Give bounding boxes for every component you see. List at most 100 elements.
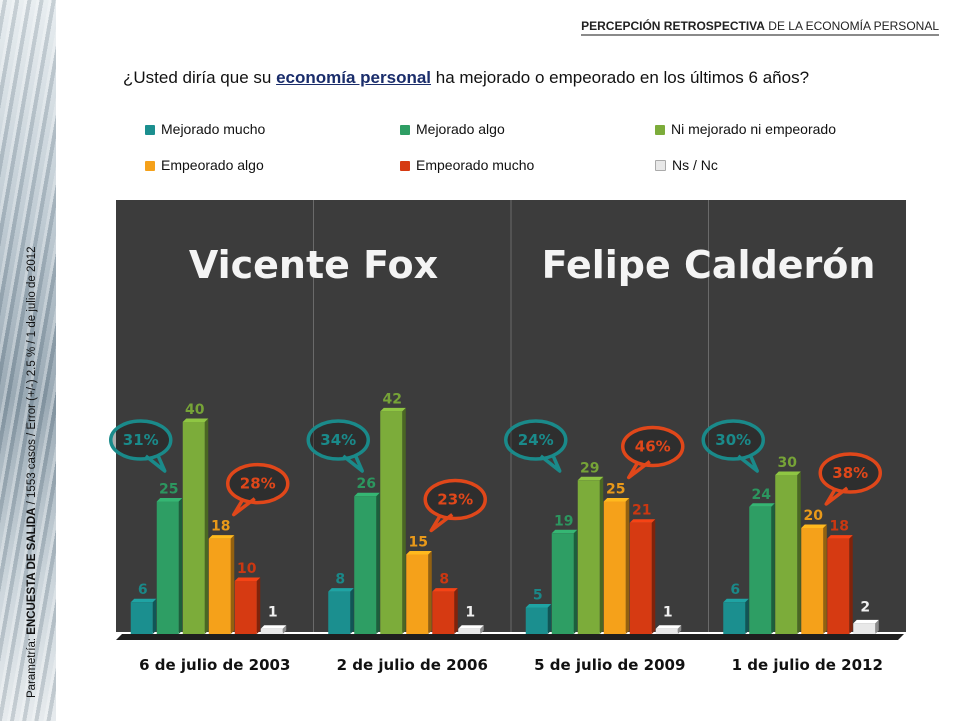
bar (130, 598, 157, 634)
bar-top (775, 471, 801, 475)
bar-front (260, 628, 283, 634)
bar-top (853, 619, 879, 624)
bar (577, 476, 604, 634)
bar (458, 625, 484, 634)
speech-bubble: 30% (701, 419, 765, 473)
bubble-tail (429, 513, 454, 533)
bar (603, 498, 630, 634)
bar (827, 535, 853, 634)
bar (723, 598, 749, 634)
bar-side (230, 535, 235, 634)
legend-label: Empeorado mucho (416, 157, 535, 173)
bar-value-label: 25 (606, 482, 625, 498)
bar-side (402, 407, 406, 634)
bar-side (573, 529, 578, 634)
bar-value-label: 30 (778, 455, 798, 471)
bar-value-label: 21 (632, 503, 651, 519)
bar-side (152, 598, 157, 634)
survey-question: ¿Usted diría que su economía personal ha… (123, 68, 810, 87)
speech-bubble: 28% (226, 462, 290, 517)
bubble-tail (342, 454, 364, 473)
bar (208, 535, 235, 634)
speech-bubble: 38% (818, 452, 882, 506)
bar-value-label: 20 (804, 508, 824, 524)
bar (260, 625, 287, 634)
bubbles-group: 31% 28% 34% 23% 24% 46% 30% 38% (109, 419, 882, 533)
bar-value-label: 8 (335, 572, 345, 588)
legend-item-ns-nc: Ns / Nc (655, 157, 718, 173)
bar-side (282, 625, 287, 634)
speech-bubble: 24% (504, 419, 568, 473)
legend-swatch (400, 161, 410, 171)
bar-top (551, 529, 578, 534)
bubble-outline (818, 452, 882, 494)
bar-value-label: 1 (465, 605, 475, 621)
bar-top (723, 598, 749, 603)
bubble-outline (423, 478, 487, 521)
bubble-tail (824, 486, 849, 506)
bubble-tail (627, 460, 651, 480)
bar (749, 503, 775, 634)
bar-top (380, 407, 406, 412)
bar-top (432, 588, 458, 592)
bar-side (480, 625, 484, 634)
legend-item-mejorado-mucho: Mejorado mucho (145, 121, 265, 137)
bar-value-label: 26 (357, 476, 376, 492)
bubble-outline (226, 462, 290, 505)
bar-value-label: 1 (268, 605, 278, 621)
bar-top (577, 476, 604, 481)
bar-side (771, 503, 775, 634)
bar-side (204, 418, 209, 634)
legend-label: Mejorado mucho (161, 121, 266, 137)
bar-value-label: 8 (439, 572, 449, 588)
bar-top (208, 535, 235, 539)
bar-top (406, 551, 432, 555)
bar (629, 519, 656, 634)
panel-heading: Vicente Fox (189, 243, 438, 287)
bar (156, 498, 183, 634)
bar (775, 471, 801, 634)
bar-value-label: 6 (138, 582, 148, 598)
bar-value-label: 25 (159, 482, 178, 498)
bar-front (853, 623, 876, 634)
bubble-tail (737, 454, 759, 473)
bar (406, 551, 432, 634)
bar-side (797, 471, 801, 634)
bar-top (525, 604, 552, 608)
legend-item-mejorado-algo: Mejorado algo (400, 121, 505, 137)
bar-top (603, 498, 630, 502)
bar-front (827, 538, 850, 634)
legend-label: Ns / Nc (672, 157, 718, 173)
bubble-outline (621, 425, 685, 468)
bar-value-label: 6 (730, 582, 740, 598)
bar-side (745, 598, 749, 634)
bar-value-label: 18 (830, 519, 849, 535)
legend-swatch (145, 161, 155, 171)
bubble-percent: 38% (832, 464, 868, 482)
bar (655, 625, 682, 634)
bar-value-label: 29 (580, 460, 599, 476)
bar-front (603, 501, 626, 634)
speech-bubble: 34% (306, 419, 370, 473)
bar-front (551, 533, 574, 634)
bar (182, 418, 209, 634)
bar-front (655, 628, 678, 634)
legend-swatch (400, 125, 410, 135)
legend-item-ni-mejorado: Ni mejorado ni empeorado (655, 121, 836, 137)
bar-value-label: 10 (237, 561, 257, 577)
date-labels: 6 de julio de 2003 2 de julio de 2006 5 de… (139, 656, 883, 674)
bar-value-label: 19 (554, 513, 573, 529)
bar-value-label: 18 (211, 519, 230, 535)
bar-side (651, 519, 656, 634)
bar (380, 407, 406, 634)
bar-side (178, 498, 183, 634)
bar-front (234, 581, 257, 634)
speech-bubble: 23% (423, 478, 487, 533)
bar-front (156, 501, 179, 634)
bar-front (458, 628, 481, 634)
legend-label: Ni mejorado ni empeorado (671, 121, 836, 137)
legend-swatch (655, 125, 665, 135)
bar-side (256, 577, 261, 634)
bar-side (849, 535, 853, 634)
bar-front (629, 522, 652, 634)
